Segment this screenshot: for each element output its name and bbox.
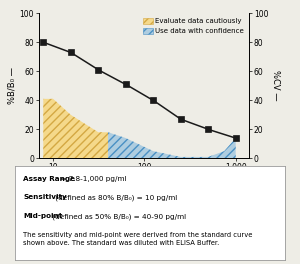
Y-axis label: %B/B₀ —: %B/B₀ —	[8, 67, 17, 104]
Text: (defined as 50% B/B₀) = 40-90 pg/ml: (defined as 50% B/B₀) = 40-90 pg/ml	[50, 213, 186, 220]
Text: = 7.8-1,000 pg/ml: = 7.8-1,000 pg/ml	[58, 176, 126, 182]
Legend: Evaluate data cautiously, Use data with confidence: Evaluate data cautiously, Use data with …	[142, 17, 245, 35]
Text: Mid-point: Mid-point	[23, 213, 62, 219]
Text: Assay Range: Assay Range	[23, 176, 75, 182]
Text: The sensitivity and mid-point were derived from the standard curve
shown above. : The sensitivity and mid-point were deriv…	[23, 232, 253, 246]
Text: (defined as 80% B/B₀) = 10 pg/ml: (defined as 80% B/B₀) = 10 pg/ml	[53, 194, 178, 201]
Y-axis label: %CV —: %CV —	[271, 70, 280, 101]
X-axis label: Progesterone (pg/ml): Progesterone (pg/ml)	[96, 174, 192, 183]
Text: Sensitivity: Sensitivity	[23, 194, 67, 200]
